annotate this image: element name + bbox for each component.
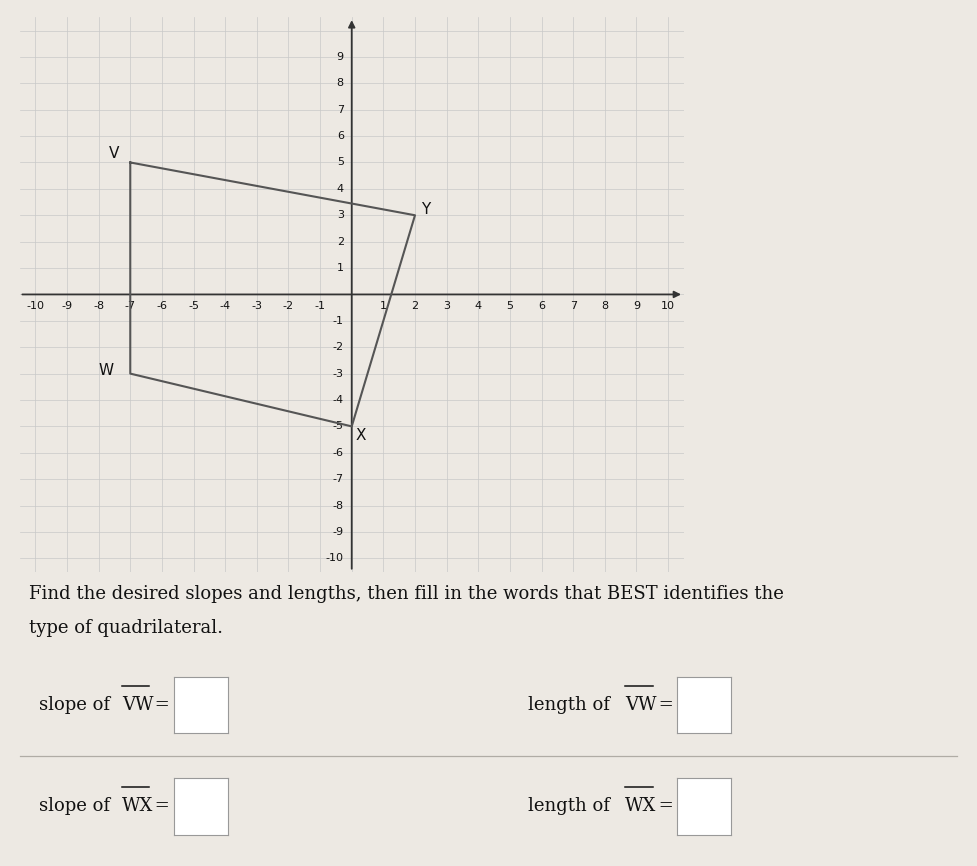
Text: -1: -1 bbox=[315, 301, 325, 311]
Text: slope of: slope of bbox=[39, 695, 116, 714]
Text: 1: 1 bbox=[337, 263, 344, 273]
Text: 2: 2 bbox=[411, 301, 418, 311]
Text: -3: -3 bbox=[333, 369, 344, 378]
Text: 6: 6 bbox=[337, 131, 344, 141]
Text: -1: -1 bbox=[333, 316, 344, 326]
Text: -7: -7 bbox=[125, 301, 136, 311]
Text: -9: -9 bbox=[333, 527, 344, 537]
Text: -8: -8 bbox=[333, 501, 344, 511]
Text: 8: 8 bbox=[337, 78, 344, 88]
Text: 4: 4 bbox=[475, 301, 482, 311]
Text: 2: 2 bbox=[337, 236, 344, 247]
Text: 7: 7 bbox=[570, 301, 576, 311]
Text: -5: -5 bbox=[188, 301, 199, 311]
Text: length of: length of bbox=[528, 798, 616, 816]
Text: X: X bbox=[356, 428, 366, 443]
Text: 3: 3 bbox=[337, 210, 344, 220]
Text: V: V bbox=[109, 145, 119, 161]
Text: slope of: slope of bbox=[39, 798, 116, 816]
Text: length of: length of bbox=[528, 695, 616, 714]
Text: 8: 8 bbox=[601, 301, 609, 311]
Text: type of quadrilateral.: type of quadrilateral. bbox=[29, 619, 224, 637]
Text: -3: -3 bbox=[251, 301, 262, 311]
Text: -7: -7 bbox=[333, 475, 344, 484]
Text: 5: 5 bbox=[506, 301, 513, 311]
Text: -10: -10 bbox=[325, 553, 344, 564]
Text: =: = bbox=[149, 798, 170, 816]
Text: =: = bbox=[653, 695, 673, 714]
Text: -6: -6 bbox=[333, 448, 344, 458]
Text: 1: 1 bbox=[380, 301, 387, 311]
Text: WX: WX bbox=[122, 798, 153, 816]
Text: -2: -2 bbox=[283, 301, 294, 311]
Text: -9: -9 bbox=[62, 301, 72, 311]
Text: W: W bbox=[99, 364, 114, 378]
Text: Y: Y bbox=[421, 203, 431, 217]
Text: =: = bbox=[149, 695, 170, 714]
Text: 9: 9 bbox=[337, 52, 344, 61]
Text: -5: -5 bbox=[333, 422, 344, 431]
Text: VW: VW bbox=[625, 695, 657, 714]
Text: VW: VW bbox=[122, 695, 153, 714]
Text: -4: -4 bbox=[333, 395, 344, 405]
Text: 7: 7 bbox=[337, 105, 344, 114]
Text: 4: 4 bbox=[337, 184, 344, 194]
Text: -8: -8 bbox=[93, 301, 105, 311]
Text: Find the desired slopes and lengths, then fill in the words that BEST identifies: Find the desired slopes and lengths, the… bbox=[29, 585, 785, 603]
Text: =: = bbox=[653, 798, 673, 816]
Text: 10: 10 bbox=[661, 301, 675, 311]
Text: 6: 6 bbox=[538, 301, 545, 311]
Text: -4: -4 bbox=[220, 301, 231, 311]
Text: -6: -6 bbox=[156, 301, 167, 311]
Text: WX: WX bbox=[625, 798, 657, 816]
Text: 3: 3 bbox=[444, 301, 450, 311]
Text: 5: 5 bbox=[337, 158, 344, 167]
Text: 9: 9 bbox=[633, 301, 640, 311]
Text: -2: -2 bbox=[333, 342, 344, 352]
Text: -10: -10 bbox=[26, 301, 44, 311]
